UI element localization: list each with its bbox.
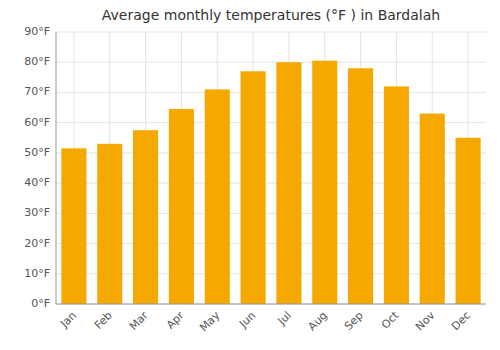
grid-line	[56, 32, 486, 33]
title: Average monthly temperatures (°F ) in Ba…	[102, 7, 440, 23]
x-tick-label: Jun	[236, 309, 258, 331]
x-tick-label: Jan	[57, 309, 79, 331]
bar	[420, 114, 445, 304]
grid-line	[56, 92, 486, 93]
x-tick-label: Oct	[379, 308, 402, 331]
axes: 0°F 10°F 20°F 30°F 40°F 50°F 60°F 70°F 80°F 90°F J…	[24, 25, 486, 334]
x-tick-label: Apr	[164, 309, 187, 332]
bar	[241, 71, 266, 304]
y-tick-label: 50°F	[24, 146, 50, 159]
y-tick-label: 10°F	[24, 267, 50, 280]
bar	[205, 89, 230, 304]
x-tick-label: Dec	[449, 309, 473, 333]
x-tick-label: Mar	[127, 309, 151, 333]
x-tick-label: Aug	[305, 309, 329, 333]
bar	[61, 148, 86, 304]
y-tick-label: 80°F	[24, 55, 50, 68]
x-tick-label: Nov	[413, 309, 438, 334]
grid-line	[56, 62, 486, 63]
y-tick-label: 20°F	[24, 237, 50, 250]
x-tick-label: Feb	[92, 309, 115, 332]
bar	[348, 68, 373, 304]
x-tick-label: May	[197, 309, 223, 335]
bar	[276, 62, 301, 304]
bar	[169, 109, 194, 304]
y-tick-label: 40°F	[24, 176, 50, 189]
bars	[61, 61, 480, 304]
page: {"chart_data": {"type": "bar", "title": …	[0, 0, 500, 350]
grid	[56, 32, 486, 304]
bar	[312, 61, 337, 304]
chart: 0°F 10°F 20°F 30°F 40°F 50°F 60°F 70°F 80°F 90°F J…	[0, 0, 500, 350]
y-tick-label: 70°F	[24, 85, 50, 98]
bar	[384, 86, 409, 304]
x-tick-label: Jul	[275, 309, 294, 328]
y-tick-label: 0°F	[31, 297, 50, 310]
y-tick-label: 60°F	[24, 116, 50, 129]
x-tick-label: Sep	[342, 309, 366, 333]
x-axis-line	[56, 304, 486, 305]
y-tick-label: 30°F	[24, 206, 50, 219]
bar	[456, 138, 481, 304]
bar	[133, 130, 158, 304]
grid-line	[56, 304, 486, 305]
bar	[97, 144, 122, 304]
y-tick-label: 90°F	[24, 25, 50, 38]
y-axis-line	[56, 32, 57, 304]
